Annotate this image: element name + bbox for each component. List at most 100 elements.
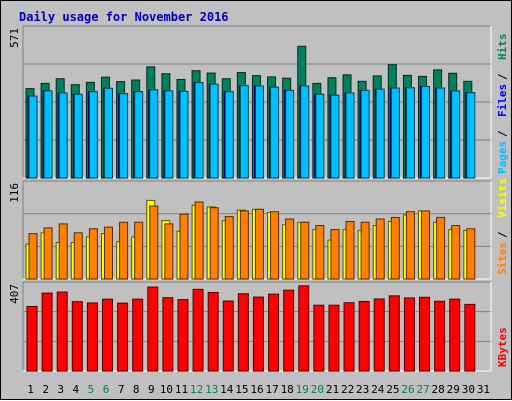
x-tick-label: 11 [175, 383, 188, 396]
bar-kbytes-day-1 [26, 305, 38, 372]
bar-sites-day-8 [134, 221, 144, 280]
bar-pages-day-23 [360, 89, 370, 179]
side-label-pages: Pages [496, 141, 509, 174]
x-tick-label: 1 [27, 383, 34, 396]
bar-sites-day-11 [179, 213, 189, 280]
bar-pages-day-14 [224, 91, 234, 179]
bar-sites-day-22 [345, 220, 355, 280]
bar-pages-day-15 [239, 85, 249, 179]
bar-sites-day-29 [451, 225, 461, 280]
bar-kbytes-day-15 [237, 293, 249, 372]
bar-pages-day-20 [315, 93, 325, 179]
bar-pages-day-24 [375, 88, 385, 179]
bar-sites-day-7 [119, 221, 129, 280]
bar-kbytes-day-13 [207, 291, 219, 372]
bar-kbytes-day-2 [41, 292, 53, 372]
bar-pages-day-1 [28, 95, 38, 179]
x-tick-label: 6 [103, 383, 110, 396]
bar-kbytes-day-16 [252, 296, 264, 372]
bar-pages-day-8 [134, 91, 144, 179]
bar-sites-day-13 [209, 207, 219, 280]
x-tick-label: 27 [416, 383, 429, 396]
bar-kbytes-day-30 [464, 303, 476, 372]
x-tick-label: 9 [148, 383, 155, 396]
x-tick-label: 18 [281, 383, 294, 396]
x-tick-label: 24 [371, 383, 385, 396]
x-tick-label: 17 [265, 383, 278, 396]
side-label-separator: / [496, 73, 509, 80]
bar-sites-day-6 [103, 226, 113, 280]
side-label-files: Files [496, 84, 509, 117]
bar-sites-day-21 [330, 229, 340, 280]
side-label-sites: Sites [496, 242, 509, 275]
bar-kbytes-day-6 [101, 298, 113, 372]
x-tick-label: 13 [205, 383, 218, 396]
bar-pages-day-16 [254, 85, 264, 179]
x-tick-label: 25 [386, 383, 399, 396]
x-tick-label: 8 [133, 383, 140, 396]
bar-pages-day-18 [285, 89, 295, 179]
bar-pages-day-22 [345, 92, 355, 179]
bar-kbytes-day-21 [328, 304, 340, 372]
bar-kbytes-day-26 [403, 297, 415, 372]
bar-kbytes-day-20 [313, 304, 325, 372]
bar-pages-day-13 [209, 83, 219, 179]
side-label-kbytes: KBytes [496, 327, 509, 367]
bar-sites-day-16 [254, 208, 264, 280]
bar-pages-day-30 [466, 92, 476, 179]
side-label-visits: Visits [496, 178, 509, 218]
bar-kbytes-day-28 [434, 300, 446, 372]
side-label-separator: / [496, 231, 509, 238]
bar-sites-day-18 [285, 218, 295, 280]
bar-kbytes-day-27 [419, 296, 431, 372]
x-tick-label: 10 [160, 383, 173, 396]
x-tick-label: 28 [432, 383, 445, 396]
bar-sites-day-1 [28, 233, 38, 280]
bar-sites-day-5 [88, 228, 98, 280]
bar-sites-day-28 [436, 216, 446, 280]
bar-pages-day-17 [270, 86, 280, 179]
bar-sites-day-17 [270, 211, 280, 280]
bar-kbytes-day-18 [283, 289, 295, 372]
bar-pages-day-19 [300, 85, 310, 179]
bar-pages-day-25 [390, 87, 400, 179]
side-label-hits: Hits [496, 34, 509, 61]
x-tick-label: 7 [118, 383, 125, 396]
bar-pages-day-28 [436, 87, 446, 179]
bar-sites-day-3 [58, 223, 68, 280]
x-tick-label: 21 [326, 383, 339, 396]
bar-sites-day-24 [375, 218, 385, 280]
bar-sites-day-23 [360, 221, 370, 280]
bar-pages-day-10 [164, 90, 174, 179]
x-tick-label: 12 [190, 383, 203, 396]
y-max-label: 116 [8, 183, 21, 203]
x-tick-label: 15 [235, 383, 248, 396]
bar-kbytes-day-17 [268, 293, 280, 372]
bar-kbytes-day-4 [71, 301, 83, 372]
x-tick-label: 22 [341, 383, 354, 396]
bar-sites-day-27 [421, 210, 431, 280]
y-max-label: 571 [8, 28, 21, 48]
side-label-separator: / [496, 130, 509, 137]
bar-pages-day-2 [43, 90, 53, 179]
x-tick-label: 23 [356, 383, 369, 396]
bar-sites-day-4 [73, 232, 83, 280]
bar-sites-day-26 [405, 211, 415, 280]
bar-pages-day-21 [330, 94, 340, 179]
bar-kbytes-day-29 [449, 298, 461, 372]
bar-kbytes-day-25 [388, 295, 400, 372]
bar-pages-day-4 [73, 93, 83, 179]
bar-sites-day-12 [194, 201, 204, 280]
x-tick-label: 2 [42, 383, 49, 396]
bar-kbytes-day-10 [162, 297, 174, 372]
bar-kbytes-day-8 [132, 298, 144, 372]
bar-sites-day-30 [466, 228, 476, 280]
bar-sites-day-2 [43, 227, 53, 280]
x-tick-label: 14 [220, 383, 234, 396]
bar-kbytes-day-23 [358, 300, 370, 372]
bar-pages-day-26 [405, 87, 415, 179]
x-tick-label: 26 [401, 383, 414, 396]
bar-pages-day-7 [119, 93, 129, 179]
